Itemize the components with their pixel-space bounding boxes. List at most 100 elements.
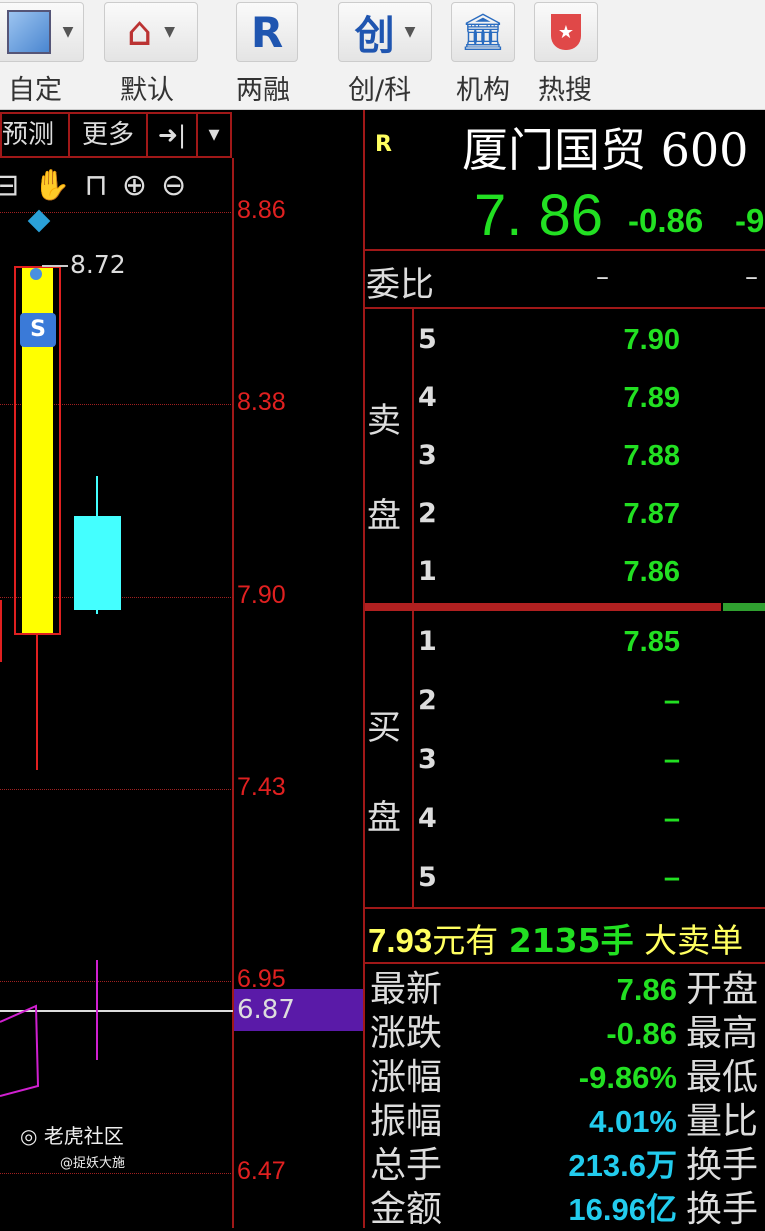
buy-level-price[interactable]: 7.85	[623, 626, 680, 658]
sell-level-price[interactable]: 7.89	[623, 382, 680, 414]
buy-level-num: 2	[418, 685, 437, 716]
watermark-logo-icon: ◎	[20, 1124, 38, 1148]
toolbar: ▼ 自定 ⌂ ▼ 默认 R 两融 创 ▼ 创/科 🏛 机构 ★ 热搜	[0, 0, 765, 110]
buy-level-num: 3	[418, 744, 437, 775]
stat-label: 涨跌	[370, 1013, 443, 1054]
sell-label: 盘	[367, 496, 401, 536]
big-order-type: 大卖单	[644, 921, 744, 960]
chevron-down-icon[interactable]: ▼	[404, 24, 416, 40]
stat-label-right: 开盘	[686, 969, 759, 1010]
sell-strength-bar	[365, 603, 721, 611]
stat-label-right: 量比	[686, 1101, 759, 1142]
dropdown-icon[interactable]: ▾	[208, 122, 220, 147]
candle-wick	[36, 630, 38, 770]
axis-tick-label: 7.90	[237, 581, 286, 609]
big-order-line: 7.93元有 2135手 大卖单	[368, 914, 743, 962]
sell-signal-badge[interactable]: S	[20, 313, 56, 347]
indicator-curve	[0, 1004, 40, 1097]
sell-level-price[interactable]: 7.87	[623, 498, 680, 530]
default-label: 默认	[120, 75, 174, 106]
grid-line	[0, 404, 233, 405]
divider	[365, 962, 765, 964]
stat-label: 振幅	[370, 1101, 443, 1142]
stat-value: 7.86	[616, 972, 677, 1007]
stat-value: -0.86	[606, 1016, 677, 1051]
candle-edge	[0, 600, 2, 662]
tab-more[interactable]: 更多	[70, 114, 148, 156]
custom-edit-icon	[6, 10, 51, 54]
big-order-price: 7.93	[368, 922, 433, 959]
buy-level-price[interactable]: –	[663, 862, 680, 894]
hot-search-button[interactable]: ★	[534, 2, 598, 62]
chevron-down-icon[interactable]: ▼	[164, 24, 176, 40]
stat-label-right: 换手	[686, 1189, 759, 1230]
default-button[interactable]: ⌂ ▼	[104, 2, 198, 62]
watermark: ◎ 老虎社区	[20, 1120, 124, 1149]
stat-label: 总手	[370, 1145, 443, 1186]
institution-icon: 🏛	[460, 12, 506, 53]
expand-arrow-icon[interactable]: ➜|	[148, 114, 198, 156]
high-label: 8.72	[70, 250, 126, 279]
sell-level-price[interactable]: 7.86	[623, 556, 680, 588]
grid-line	[0, 212, 233, 213]
weibi-value: –	[596, 262, 609, 292]
grid-line	[0, 981, 233, 982]
divider	[365, 907, 765, 909]
weibi-label: 委比	[366, 265, 434, 305]
margin-r-icon: R	[250, 7, 284, 57]
sell-level-price[interactable]: 7.90	[623, 324, 680, 356]
indicator-line	[0, 1010, 233, 1012]
chuang-ke-button[interactable]: 创 ▼	[338, 2, 432, 62]
sell-level-num: 3	[418, 440, 437, 471]
briefcase-icon[interactable]: ⊟	[0, 168, 20, 203]
axis-tick-label: 8.38	[237, 388, 286, 416]
buy-level-price[interactable]: –	[663, 744, 680, 776]
buy-level-price[interactable]: –	[663, 685, 680, 717]
institution-label: 机构	[456, 75, 510, 106]
hand-icon[interactable]: ✋	[33, 168, 71, 203]
current-price-tag: 6.87	[234, 989, 363, 1031]
sell-level-num: 4	[418, 382, 437, 413]
stat-label: 涨幅	[370, 1057, 443, 1098]
zoom-in-icon[interactable]: ⊕	[121, 168, 148, 203]
marker-diamond-icon	[27, 209, 51, 233]
zoom-out-icon[interactable]: ⊖	[161, 168, 187, 203]
high-leader	[42, 265, 68, 267]
candle-down	[74, 516, 121, 610]
chart-tabs: 预测 更多 ➜| ▾	[0, 112, 232, 158]
institution-button[interactable]: 🏛	[451, 2, 515, 62]
big-order-text: 元有	[432, 921, 499, 960]
axis-border	[232, 158, 234, 1228]
sell-level-num: 1	[418, 556, 437, 587]
stat-label-right: 最低	[686, 1057, 759, 1098]
price-change: -0.86	[628, 202, 704, 239]
price-change-pct: -9	[735, 202, 765, 239]
buy-label: 盘	[367, 798, 401, 838]
chevron-down-icon[interactable]: ▼	[62, 24, 74, 40]
hot-search-icon: ★	[551, 14, 581, 50]
buy-strength-bar	[723, 603, 765, 611]
lock-icon[interactable]: ⊓	[84, 168, 108, 203]
chuang-icon: 创	[354, 13, 395, 59]
grid-line	[0, 789, 233, 790]
hot-search-label: 热搜	[538, 75, 592, 106]
custom-button[interactable]: ▼	[0, 2, 84, 62]
margin-badge: R	[375, 132, 392, 157]
buy-level-num: 5	[418, 862, 437, 893]
home-icon: ⌂	[126, 9, 153, 55]
watermark-site: 老虎社区	[43, 1124, 124, 1148]
stat-label-right: 换手	[686, 1145, 759, 1186]
sell-level-num: 5	[418, 324, 437, 355]
tab-predict[interactable]: 预测	[2, 114, 70, 156]
sell-level-price[interactable]: 7.88	[623, 440, 680, 472]
buy-level-price[interactable]: –	[663, 803, 680, 835]
divider	[365, 249, 765, 251]
last-price: 7. 86	[474, 183, 603, 248]
indicator-mark	[96, 960, 98, 1060]
axis-tick-label: 6.47	[237, 1157, 286, 1185]
stat-value: 213.6万	[568, 1148, 677, 1183]
margin-button[interactable]: R	[236, 2, 298, 62]
weibi-ratio: –	[745, 262, 758, 292]
chart-toolbar: ⊟ ✋ ⊓ ⊕ ⊖	[0, 168, 186, 203]
stock-name: 厦门国贸 600	[462, 123, 749, 177]
